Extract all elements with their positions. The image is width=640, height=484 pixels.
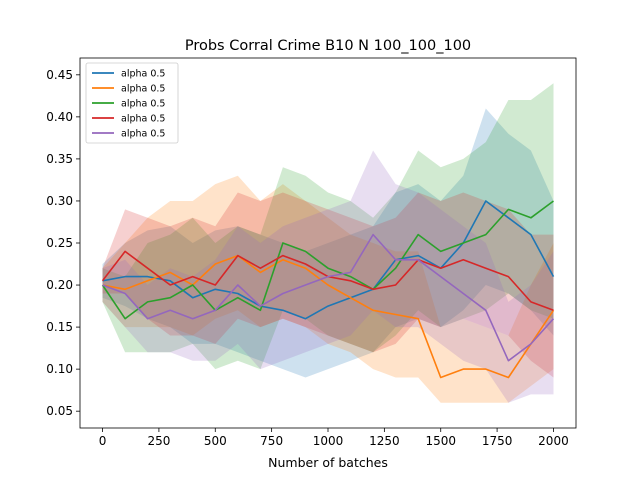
legend-label-2: alpha 0.5 <box>121 84 165 95</box>
chart-title: Probs Corral Crime B10 N 100_100_100 <box>185 38 471 54</box>
y-tick-label: 0.10 <box>46 362 73 376</box>
x-tick-label: 0 <box>99 434 107 448</box>
legend-label-1: alpha 0.5 <box>121 69 165 80</box>
y-tick-label: 0.40 <box>46 110 73 124</box>
series-2-band <box>102 175 554 403</box>
legend-box <box>85 62 179 144</box>
y-tick-label: 0.25 <box>46 236 73 250</box>
y-tick-label: 0.05 <box>46 404 73 418</box>
series-5-line <box>102 233 555 362</box>
x-tick-label: 1750 <box>482 434 513 448</box>
series-3-line <box>101 200 554 320</box>
x-tick-label: 1500 <box>425 434 456 448</box>
x-tick-label: 1250 <box>369 434 400 448</box>
legend-label-3: alpha 0.5 <box>121 99 165 110</box>
x-axis: 0 250 500 750 1000 1250 1500 1750 2000 <box>99 428 569 448</box>
y-tick-label: 0.45 <box>46 68 73 82</box>
y-axis: 0.05 0.10 0.15 0.20 0.25 0.30 0.35 0.40 0.45 <box>46 68 80 418</box>
y-tick-label: 0.30 <box>46 194 73 208</box>
x-tick-label: 1000 <box>313 434 344 448</box>
legend-label-5: alpha 0.5 <box>121 129 165 140</box>
y-tick-label: 0.35 <box>46 152 73 166</box>
x-tick-label: 2000 <box>538 434 569 448</box>
x-tick-label: 500 <box>204 434 227 448</box>
y-tick-label: 0.20 <box>46 278 73 292</box>
legend-label-4: alpha 0.5 <box>121 114 165 125</box>
y-tick-label: 0.15 <box>46 320 73 334</box>
series-1-line <box>102 200 555 320</box>
legend: alpha 0.5 alpha 0.5 alpha 0.5 alpha 0.5 alph… <box>85 62 179 144</box>
x-axis-label: Number of batches <box>268 455 388 470</box>
series-2-line <box>102 254 555 379</box>
x-tick-label: 250 <box>147 434 170 448</box>
series-lines <box>101 200 555 379</box>
series-3-band <box>102 83 554 370</box>
x-tick-label: 750 <box>260 434 283 448</box>
